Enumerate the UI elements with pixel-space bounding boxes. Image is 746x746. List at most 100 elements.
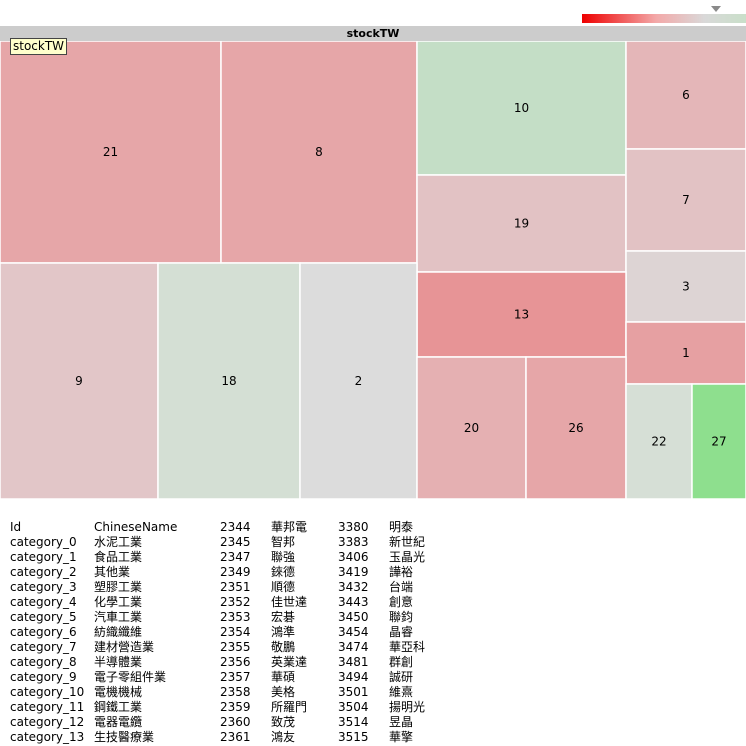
table-row: category_5 汽車工業 2353 宏碁 3450 聯鈞: [10, 610, 425, 625]
treemap-cell-20[interactable]: [416, 356, 527, 499]
treemap-cell-label: 3: [682, 280, 690, 294]
treemap-cell-8[interactable]: [220, 41, 418, 264]
category-name-cell: ChineseName: [94, 520, 178, 534]
company-name-cell: 所羅門: [271, 700, 308, 714]
treemap-cell-13[interactable]: [416, 271, 627, 358]
table-row: category_0 水泥工業 2345 智邦 3383 新世紀: [10, 535, 425, 550]
treemap-cell-6[interactable]: [625, 41, 746, 150]
stock-code-cell: 3454: [338, 625, 369, 639]
category-id-cell: category_8: [10, 655, 77, 669]
treemap-cell-label: 2: [355, 374, 363, 388]
category-id-cell: category_6: [10, 625, 77, 639]
stock-code-cell: 3474: [338, 640, 369, 654]
treemap-cell-26[interactable]: [525, 356, 627, 499]
stock-code-cell: 3514: [338, 715, 369, 729]
stock-code-cell: 3383: [338, 535, 369, 549]
category-id-cell: category_5: [10, 610, 77, 624]
company-name-cell: 致茂: [271, 715, 296, 729]
table-row: category_8 半導體業 2356 英業達 3481 群創: [10, 655, 425, 670]
table-row: category_10 電機機械 2358 美格 3501 維熹: [10, 685, 425, 700]
company-name-cell: 佳世達: [271, 595, 308, 609]
treemap-cell-27[interactable]: [691, 383, 746, 499]
company-name-cell: 華擎: [389, 730, 414, 744]
stock-code-cell: 2356: [220, 655, 251, 669]
category-info-table: Id ChineseName 2344 華邦電 3380 明泰 category_0 水泥工業…: [10, 520, 425, 745]
company-name-cell: 揚明光: [389, 700, 426, 714]
table-row: category_13 生技醫療業 2361 鴻友 3515 華擎: [10, 730, 425, 745]
treemap-title[interactable]: stockTW: [0, 26, 746, 41]
category-name-cell: 紡織纖維: [94, 625, 143, 639]
category-id-cell: category_7: [10, 640, 77, 654]
table-header-row: Id ChineseName 2344 華邦電 3380 明泰: [10, 520, 425, 535]
company-name-cell: 玉晶光: [389, 550, 426, 564]
treemap-cell-label: 27: [711, 435, 726, 449]
stock-code-cell: 3481: [338, 655, 369, 669]
category-id-cell: category_9: [10, 670, 77, 684]
category-id-cell: category_10: [10, 685, 85, 699]
company-name-cell: 昱晶: [389, 715, 414, 729]
category-name-cell: 半導體業: [94, 655, 143, 669]
category-id-cell: category_0: [10, 535, 77, 549]
company-name-cell: 美格: [271, 685, 296, 699]
stock-code-cell: 2360: [220, 715, 251, 729]
treemap-cell-label: 19: [514, 217, 529, 231]
treemap-cell-label: 20: [464, 421, 479, 435]
treemap-cell-label: 1: [682, 346, 690, 360]
company-name-cell: 聯鈞: [389, 610, 414, 624]
treemap-cell-21[interactable]: [0, 41, 222, 264]
stock-code-cell: 2347: [220, 550, 251, 564]
category-name-cell: 化學工業: [94, 595, 143, 609]
stock-code-cell: 3515: [338, 730, 369, 744]
stock-code-cell: 3494: [338, 670, 369, 684]
stock-code-cell: 3443: [338, 595, 369, 609]
treemap-cell-19[interactable]: [416, 174, 627, 273]
treemap-cell-label: 26: [568, 421, 583, 435]
company-name-cell: 明泰: [389, 520, 414, 534]
stock-code-cell: 2345: [220, 535, 251, 549]
category-id-cell: category_2: [10, 565, 77, 579]
stock-code-cell: 2349: [220, 565, 251, 579]
stock-code-cell: 2361: [220, 730, 251, 744]
table-row: category_6 紡織纖維 2354 鴻準 3454 晶睿: [10, 625, 425, 640]
treemap-cell-3[interactable]: [625, 250, 746, 323]
treemap-cell-label: 13: [514, 308, 529, 322]
triangle-down-icon[interactable]: [711, 6, 721, 12]
company-name-cell: 創意: [389, 595, 414, 609]
stock-code-cell: 2351: [220, 580, 251, 594]
treemap-cell-label: 8: [315, 145, 323, 159]
treemap-cell-9[interactable]: [0, 262, 159, 499]
stock-code-cell: 2359: [220, 700, 251, 714]
treemap-cell-1[interactable]: [625, 321, 746, 385]
category-name-cell: 汽車工業: [94, 610, 143, 624]
category-name-cell: 食品工業: [94, 550, 143, 564]
company-name-cell: 譁裕: [389, 565, 414, 579]
category-id-cell: Id: [10, 520, 22, 534]
treemap-cell-22[interactable]: [625, 383, 693, 499]
company-name-cell: 台端: [389, 580, 414, 594]
table-row: category_12 電器電纜 2360 致茂 3514 昱晶: [10, 715, 425, 730]
table-row: category_9 電子零組件業 2357 華碩 3494 誠研: [10, 670, 425, 685]
table-row: category_11 鋼鐵工業 2359 所羅門 3504 揚明光: [10, 700, 425, 715]
category-id-cell: category_13: [10, 730, 85, 744]
treemap-cell-label: 21: [103, 145, 118, 159]
company-name-cell: 錸德: [271, 565, 296, 579]
stock-code-cell: 2344: [220, 520, 251, 534]
category-id-cell: category_1: [10, 550, 77, 564]
company-name-cell: 智邦: [271, 535, 296, 549]
company-name-cell: 群創: [389, 655, 414, 669]
company-name-cell: 晶睿: [389, 625, 414, 639]
category-name-cell: 生技醫療業: [94, 730, 155, 744]
stock-code-cell: 3406: [338, 550, 369, 564]
treemap-cell-2[interactable]: [299, 262, 418, 499]
treemap-cell-18[interactable]: [157, 262, 301, 499]
treemap-cell-7[interactable]: [625, 148, 746, 252]
stock-code-cell: 3504: [338, 700, 369, 714]
company-name-cell: 順德: [271, 580, 296, 594]
company-name-cell: 誠研: [389, 670, 414, 684]
company-name-cell: 華亞科: [389, 640, 426, 654]
company-name-cell: 鴻友: [271, 730, 296, 744]
root-node-tag[interactable]: stockTW: [10, 38, 68, 55]
category-name-cell: 其他業: [94, 565, 131, 579]
